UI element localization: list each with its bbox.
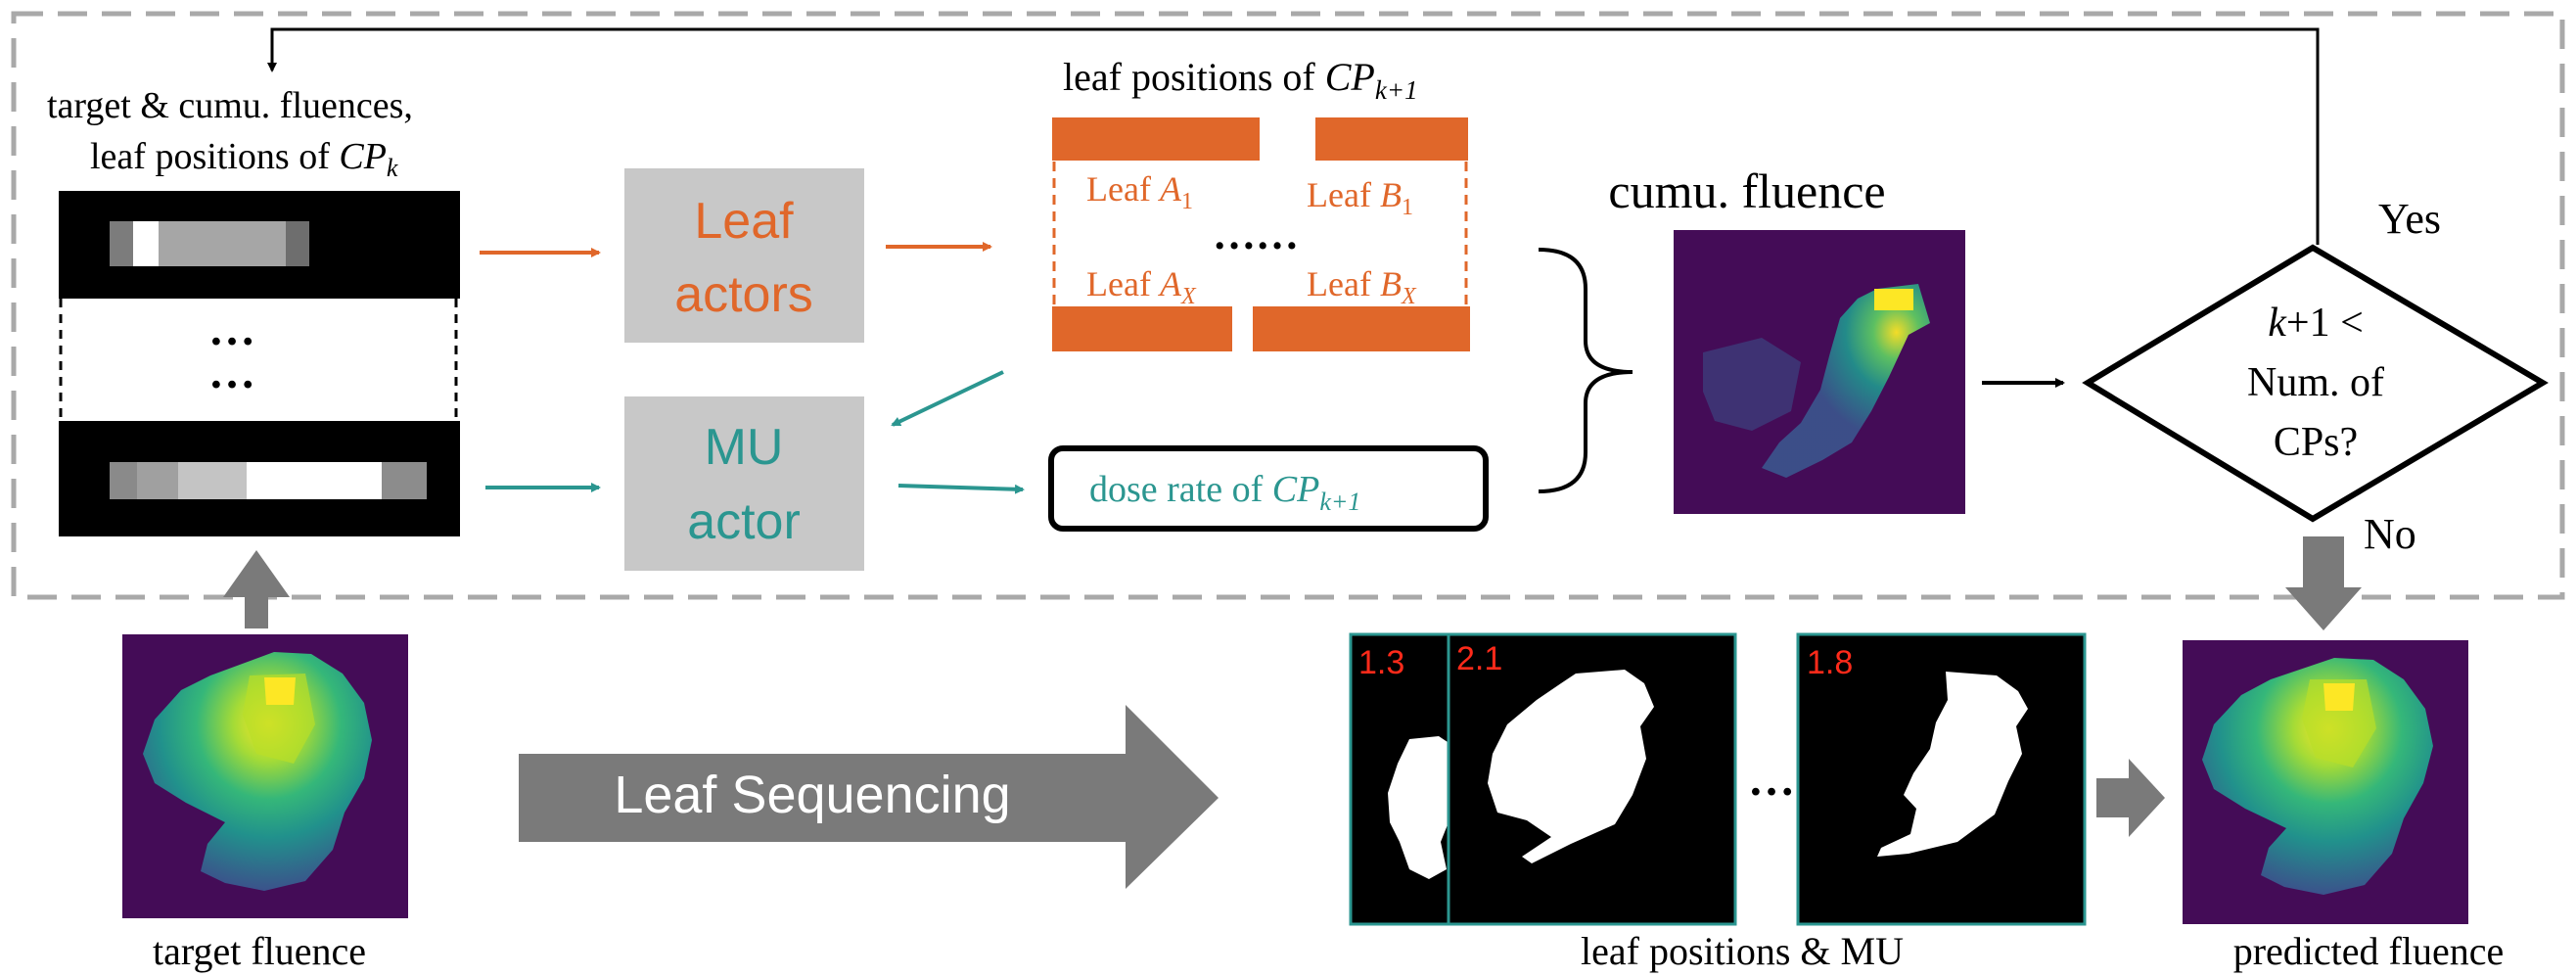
dose-rate-label: dose rate of CPk+1 — [1089, 469, 1360, 516]
aperture-ellipsis: … — [1748, 754, 1795, 806]
mu-actor-box: MU actor — [624, 396, 864, 571]
input-fluence-strip-top — [59, 191, 460, 299]
leaf-sequencing-arrow — [519, 705, 1219, 889]
mu-actor-line2: actor — [687, 493, 801, 550]
iteration-frame — [11, 11, 2565, 600]
leaf-actors-line2: actors — [674, 266, 813, 323]
leaf-actors-line1: Leaf — [694, 193, 794, 250]
leaf-b1-label: Leaf B1 — [1307, 175, 1413, 220]
leaf-bx-label: Leaf BX — [1307, 264, 1417, 309]
aperture-1: 1.3 — [1349, 632, 1452, 926]
aperture-2: 2.1 — [1447, 632, 1737, 926]
no-label: No — [2364, 510, 2416, 558]
predicted-fluence-map — [2183, 640, 2468, 924]
arrow-positions-to-mu — [891, 370, 1004, 427]
leaf-ax-label: Leaf AX — [1086, 264, 1197, 309]
decision-line1: k+1 < — [2268, 301, 2364, 346]
mu-value: 1.3 — [1358, 644, 1404, 681]
inputs-caption-line1: target & cumu. fluences, — [47, 85, 413, 126]
yes-feedback-line — [267, 27, 2320, 245]
mu-value: 2.1 — [1456, 640, 1502, 677]
predicted-fluence-label: predicted fluence — [2233, 929, 2505, 973]
strip-dots-1: … — [208, 303, 255, 355]
leaf-ellipsis: …… — [1213, 210, 1299, 258]
arrow-mu-to-dose — [897, 484, 1025, 494]
target-to-strip-arrow — [223, 550, 290, 628]
target-fluence-map — [122, 634, 408, 918]
inputs-caption-line2: leaf positions of CPk — [90, 136, 398, 182]
input-fluence-strip-bottom — [59, 421, 460, 536]
aperture-3: 1.8 — [1796, 632, 2087, 926]
no-branch-arrow — [2285, 536, 2362, 630]
cumu-fluence-label: cumu. fluence — [1608, 163, 1885, 218]
target-fluence-label: target fluence — [153, 929, 366, 973]
cumu-fluence-map — [1674, 230, 1965, 514]
leaf-sequencing-label: Leaf Sequencing — [614, 766, 1010, 824]
to-predicted-arrow — [2096, 759, 2165, 837]
mu-actor-line1: MU — [705, 419, 784, 476]
leaf-positions-title: leaf positions of CPk+1 — [1063, 55, 1418, 105]
decision-line3: CPs? — [2274, 420, 2358, 465]
strip-dots-2: … — [208, 347, 255, 398]
dose-rate-box — [1048, 445, 1489, 532]
leaf-a1-label: Leaf A1 — [1086, 169, 1193, 214]
decision-diamond: k+1 < Num. of CPs? — [2082, 244, 2549, 523]
leaf-positions-mu-label: leaf positions & MU — [1581, 929, 1904, 973]
mu-value: 1.8 — [1807, 644, 1853, 681]
combine-brace — [1538, 248, 1633, 493]
leaf-bars — [1052, 117, 1470, 351]
decision-line2: Num. of — [2247, 360, 2384, 405]
leaf-actors-box: Leaf actors — [624, 168, 864, 343]
yes-label: Yes — [2378, 195, 2441, 243]
